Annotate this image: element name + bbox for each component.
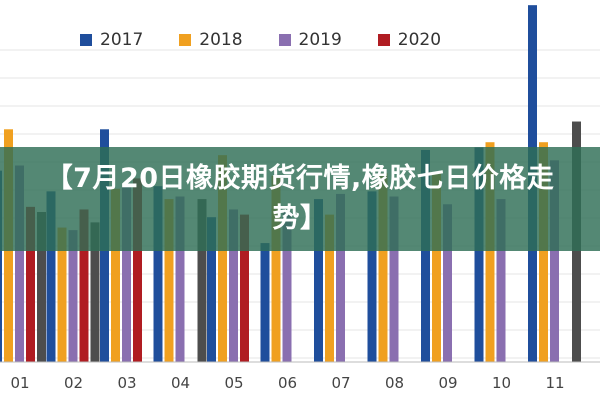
bar-2019-07 (336, 193, 345, 362)
bar-2018-05 (218, 155, 227, 362)
bar-2020-05 (240, 214, 249, 362)
legend-item-2020: 2020 (377, 30, 442, 50)
legend-swatch-2018 (179, 34, 192, 46)
legend-swatch-2019 (278, 34, 291, 46)
bar-2017-01 (0, 170, 2, 362)
legend-item-2018: 2018 (179, 30, 243, 50)
bar-2019-02 (68, 230, 78, 362)
bar-2017-02 (46, 191, 56, 362)
x-tick-label: 04 (171, 374, 190, 392)
bar-2019-04 (175, 196, 185, 362)
legend-item-2019: 2019 (278, 30, 342, 50)
bar-2019-06 (282, 212, 292, 362)
bar-2018-08 (378, 173, 388, 362)
bar-2018-11 (539, 142, 548, 362)
legend-label-2017: 2017 (100, 30, 144, 50)
bar-2017-05 (207, 217, 216, 362)
legend-label-2019: 2019 (298, 30, 342, 50)
bar-2017-09 (421, 149, 430, 362)
bar-2017-10 (474, 147, 484, 362)
bar-2018-04 (164, 199, 174, 362)
x-tick-label: 08 (385, 374, 404, 392)
x-tick-label: 02 (64, 374, 83, 392)
bar-2017-08 (367, 191, 377, 362)
bar-2018-09 (432, 173, 441, 362)
bar-2019-03 (122, 186, 131, 362)
legend: 2017 2018 2019 2020 (80, 30, 441, 50)
bar-extra-02-right (90, 222, 100, 362)
legend-label-2018: 2018 (199, 30, 243, 50)
legend-label-2020: 2020 (397, 30, 442, 50)
bar-extra-04-right (197, 199, 207, 362)
bar-2018-06 (271, 175, 281, 362)
bar-2019-08 (389, 196, 399, 362)
bar-2018-10 (485, 142, 495, 362)
x-tick-label: 06 (278, 374, 297, 392)
legend-swatch-2020 (377, 34, 390, 46)
x-tick-label: 07 (331, 374, 350, 392)
bar-2019-09 (443, 204, 452, 362)
banner-title: 【7月20日橡胶期货行情,橡胶七日价格走势】 (45, 163, 555, 234)
bar-extra-01-right (37, 212, 46, 362)
x-tick-label: 05 (224, 374, 243, 392)
x-tick-label: 03 (117, 374, 136, 392)
bar-2017-06 (260, 243, 270, 362)
legend-item-2017: 2017 (80, 30, 143, 50)
x-tick-label: 09 (438, 374, 457, 392)
x-axis: 01 02 03 04 05 06 07 08 09 10 11 (0, 361, 600, 392)
bar-2019-10 (496, 199, 506, 362)
legend-swatch-2017 (80, 34, 92, 46)
x-tick-label: 10 (492, 374, 511, 392)
bar-2019-11 (550, 160, 559, 362)
bar-2017-07 (314, 199, 323, 362)
x-tick-label: 01 (10, 374, 29, 392)
bar-2019-05 (229, 209, 238, 362)
bar-2017-04 (153, 186, 163, 362)
bar-2018-02 (57, 227, 67, 362)
bar-2018-03 (111, 188, 120, 362)
x-tick-label: 11 (545, 374, 564, 392)
title-banner: 【7月20日橡胶期货行情,橡胶七日价格走势】 (0, 147, 600, 251)
bar-2020-02 (79, 209, 89, 362)
bar-2019-01 (15, 165, 24, 362)
bar-2018-07 (325, 214, 334, 362)
bar-2020-01 (26, 206, 35, 362)
bar-2020-03 (133, 178, 142, 362)
